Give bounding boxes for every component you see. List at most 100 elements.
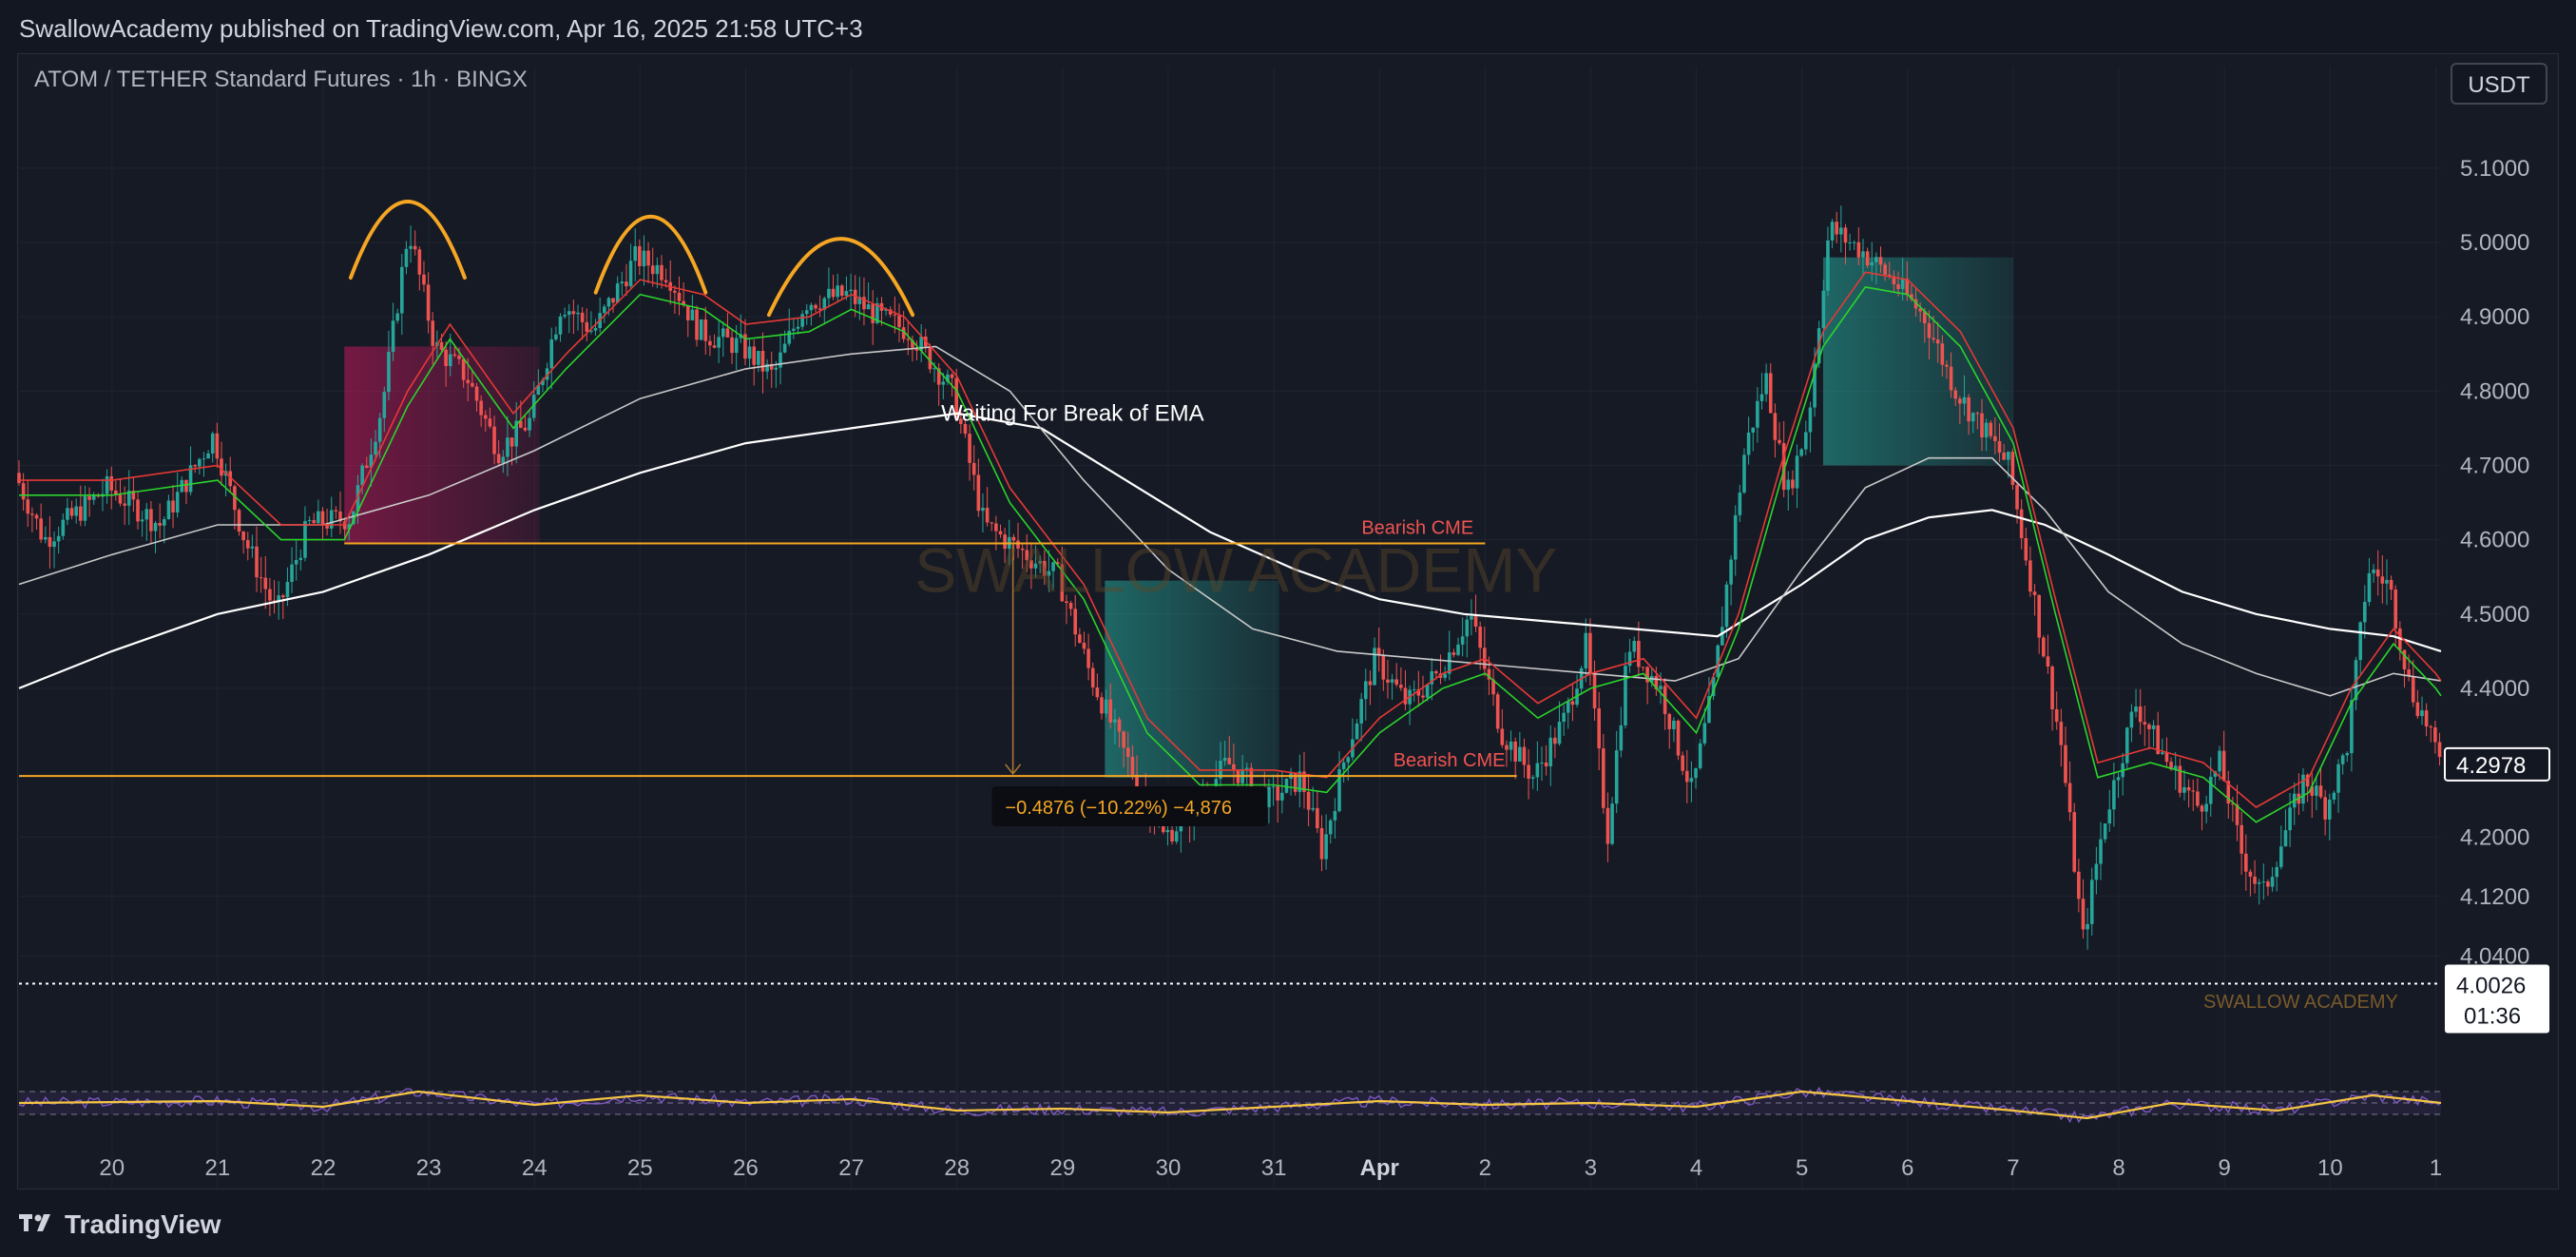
candle-body — [1905, 279, 1910, 295]
candle-body — [936, 368, 941, 385]
candle-body — [1434, 670, 1438, 674]
candle-body — [1566, 701, 1570, 713]
candle-body — [787, 330, 792, 344]
candle-body — [690, 309, 695, 320]
candle-body — [2363, 601, 2367, 623]
candle-body — [409, 245, 413, 249]
candle-body — [2064, 745, 2067, 783]
candle-body — [585, 321, 589, 332]
candle-body — [241, 531, 245, 541]
candle-body — [1042, 560, 1047, 576]
candle-body — [1302, 771, 1306, 792]
candle-body — [166, 500, 171, 519]
candle-body — [831, 288, 836, 298]
candle-body — [1602, 748, 1605, 808]
candle-body — [1346, 757, 1351, 763]
candle-body — [1416, 689, 1421, 696]
candle-body — [1108, 699, 1113, 723]
candle-body — [444, 349, 448, 367]
candle-body — [602, 306, 606, 314]
candle-body — [1465, 619, 1470, 637]
candle-body — [1249, 767, 1254, 796]
currency-button[interactable]: USDT — [2451, 63, 2547, 105]
candle-body — [554, 334, 558, 339]
candle-body — [1953, 390, 1958, 399]
candle-body — [1500, 728, 1505, 745]
candle-body — [1540, 762, 1544, 764]
candle-body — [422, 274, 426, 285]
candle-body — [804, 310, 809, 315]
candle-body — [2099, 839, 2103, 864]
x-tick-label: 26 — [733, 1155, 759, 1181]
tradingview-brand[interactable]: TradingView — [19, 1209, 221, 1240]
candle-body — [1786, 479, 1791, 491]
candle-body — [307, 519, 312, 521]
candle-body — [1495, 694, 1500, 729]
candle-body — [39, 518, 43, 540]
candle-body — [2072, 812, 2077, 872]
y-tick-label: 4.1200 — [2460, 884, 2529, 910]
candle-body — [2411, 675, 2415, 703]
candle-body — [743, 334, 747, 359]
candle-body — [91, 494, 96, 500]
candle-body — [1341, 762, 1346, 769]
candle-body — [779, 352, 782, 368]
candle-body — [153, 522, 158, 532]
candle-body — [1967, 396, 1970, 422]
candle-body — [21, 483, 26, 500]
top-arc-3 — [766, 237, 915, 318]
candle-body — [1778, 439, 1781, 444]
candle-body — [1932, 338, 1935, 340]
candle-body — [1011, 536, 1016, 541]
candle-body — [417, 249, 422, 275]
candle-body — [34, 514, 39, 519]
candle-body — [1033, 563, 1038, 569]
candle-body — [347, 524, 352, 530]
candle-body — [1887, 274, 1892, 277]
candle-body — [1694, 767, 1698, 779]
candle-body — [1707, 696, 1711, 724]
candle-body — [193, 465, 198, 467]
candle-body — [2129, 711, 2134, 728]
candle-body — [1813, 363, 1817, 408]
candle-body — [171, 500, 175, 512]
candle-body — [976, 474, 981, 512]
candle-body — [496, 454, 501, 464]
candle-body — [400, 266, 404, 314]
candle-body — [290, 564, 294, 582]
candle-body — [1874, 257, 1878, 262]
candle-body — [1570, 701, 1575, 706]
candle-body — [1244, 767, 1249, 769]
candle-body — [2164, 752, 2169, 763]
candle-body — [1095, 687, 1100, 698]
candle-body — [963, 423, 968, 435]
candle-body — [1460, 636, 1465, 645]
candle-body — [461, 358, 466, 380]
x-tick-label: 31 — [1261, 1155, 1287, 1181]
candle-body — [2385, 579, 2389, 584]
candle-body — [1768, 373, 1773, 414]
candle-body — [2112, 780, 2116, 810]
candle-body — [2200, 805, 2204, 812]
candle-body — [901, 327, 906, 339]
candle-body — [325, 525, 329, 529]
candle-body — [149, 509, 153, 532]
candle-body — [2279, 846, 2283, 867]
y-tick-label: 4.6000 — [2460, 528, 2529, 553]
candle-body — [514, 420, 518, 447]
candle-body — [387, 352, 391, 393]
candle-body — [1751, 427, 1756, 433]
candle-body — [1328, 820, 1333, 835]
candle-body — [334, 510, 338, 512]
candle-body — [2059, 722, 2064, 745]
candle-body — [109, 475, 114, 491]
candle-body — [488, 418, 492, 427]
candle-body — [30, 513, 34, 515]
candle-body — [1830, 222, 1835, 241]
candle-body — [1003, 534, 1007, 550]
candle-body — [2248, 871, 2253, 877]
candle-body — [360, 465, 364, 486]
candle-body — [126, 491, 131, 506]
candle-body — [1020, 548, 1025, 551]
